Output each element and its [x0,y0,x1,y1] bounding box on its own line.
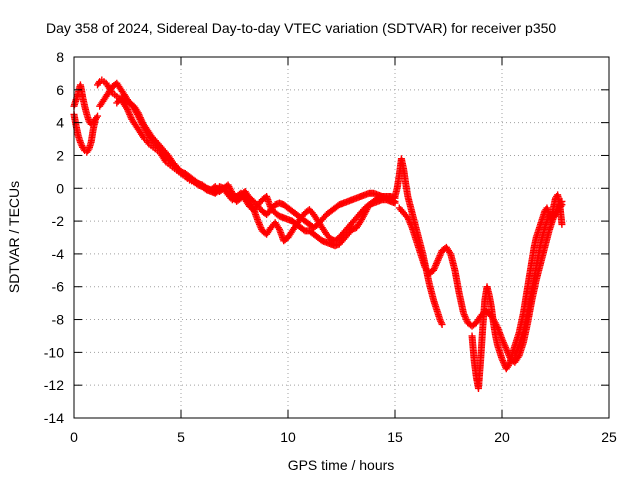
series-track-2 [70,81,99,128]
data-point [91,115,99,123]
series-track-4 [96,79,399,232]
data-point [558,220,566,228]
data-points [70,76,566,392]
data-point [558,201,566,209]
y-tick-label: -10 [44,344,64,360]
y-tick-label: 6 [56,82,64,98]
x-tick-label: 0 [70,429,78,445]
y-tick-label: -12 [44,377,64,393]
series-track-5 [113,94,399,245]
y-tick-label: 8 [56,49,64,65]
series-track-6 [391,155,446,328]
data-point [391,199,399,207]
x-tick-labels: 0 5 10 15 20 25 [70,429,617,445]
chart-title: Day 358 of 2024, Sidereal Day-to-day VTE… [46,20,556,36]
x-tick-label: 25 [601,429,617,445]
y-tick-label: -2 [52,213,65,229]
y-tick-label: -14 [44,410,64,426]
x-tick-label: 15 [387,429,403,445]
x-axis-label: GPS time / hours [288,457,395,473]
y-tick-label: -4 [52,246,65,262]
x-tick-label: 20 [494,429,510,445]
y-tick-label: 0 [56,180,64,196]
x-tick-label: 10 [280,429,296,445]
y-tick-label: 2 [56,147,64,163]
y-tick-labels: 8 6 4 2 0 -2 -4 -6 -8 -10 -12 -14 [44,49,64,426]
x-tick-label: 5 [177,429,185,445]
data-point [95,79,103,87]
y-tick-label: -6 [52,279,65,295]
plot-frame [73,56,610,419]
y-axis-label: SDTVAR / TECUs [6,181,22,293]
y-tick-label: 4 [56,115,64,131]
series-track-9 [511,201,566,360]
data-point [438,320,446,328]
axis-ticks [73,56,610,419]
y-tick-label: -8 [52,312,65,328]
